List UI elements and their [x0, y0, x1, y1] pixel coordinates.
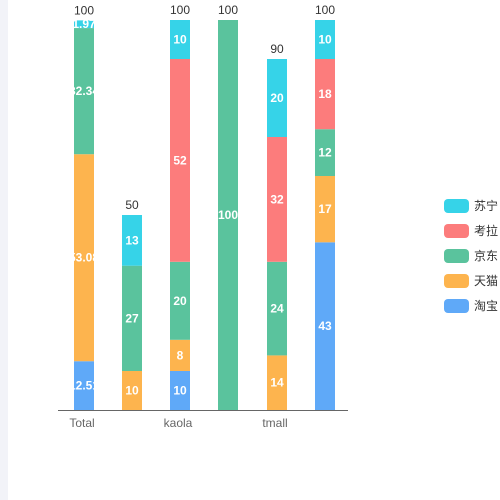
legend-swatch	[444, 248, 469, 263]
bar-segment	[74, 154, 94, 362]
bar-segment	[74, 20, 94, 29]
legend-swatch	[444, 223, 469, 238]
bar-segment-label: 13	[125, 233, 139, 247]
bar-segment-label: 100	[218, 208, 238, 222]
bar-segment-label: 1.97	[72, 17, 96, 31]
bar-segment-label: 12	[318, 146, 332, 160]
bar-segment-label: 53.08	[69, 251, 99, 265]
x-tick-label: kaola	[164, 416, 193, 430]
legend-label: 苏宁	[474, 199, 499, 213]
legend-label: 考拉	[474, 224, 499, 238]
bar-total-label: 100	[315, 3, 335, 17]
bar-segment-label: 32	[270, 192, 284, 206]
legend-item[interactable]: 苏宁	[444, 193, 498, 218]
bar-segment-label: 10	[173, 33, 187, 47]
bar-segment-label: 20	[270, 91, 284, 105]
bar-segment	[315, 176, 335, 243]
bar-segment	[170, 20, 190, 59]
bar-total-label: 90	[270, 42, 284, 56]
bar-segment	[315, 20, 335, 59]
bar-total-label: 50	[125, 198, 139, 212]
bar-segment-label: 10	[125, 384, 139, 398]
bar-segment-label: 27	[125, 311, 139, 325]
bar-segment	[267, 59, 287, 137]
legend-swatch	[444, 298, 469, 313]
bar-segment	[315, 242, 335, 410]
bar-segment	[170, 339, 190, 371]
bar-segment	[122, 371, 142, 410]
legend-swatch	[444, 198, 469, 213]
legend-item[interactable]: 淘宝	[444, 293, 498, 318]
bar-segment-label: 10	[318, 33, 332, 47]
legend-item[interactable]: 天猫	[444, 268, 498, 293]
legend-label: 天猫	[474, 274, 499, 288]
bar-total-label: 100	[170, 3, 190, 17]
bar-segment	[315, 59, 335, 130]
bar-segment	[170, 59, 190, 262]
bar-segment-label: 17	[318, 202, 332, 216]
legend-item[interactable]: 京东	[444, 243, 498, 268]
bar-total-label: 100	[74, 3, 94, 17]
x-tick-label: tmall	[262, 416, 287, 430]
bar-segment-label: 8	[177, 348, 184, 362]
x-tick-label: Total	[69, 416, 94, 430]
bar-segment	[170, 371, 190, 410]
legend-item[interactable]: 考拉	[444, 218, 498, 243]
bar-segment	[267, 137, 287, 262]
bar-segment	[74, 28, 94, 155]
bar-segment	[315, 129, 335, 176]
bar-segment	[267, 355, 287, 410]
bar-segment-label: 24	[270, 302, 284, 316]
bar-segment	[218, 20, 238, 410]
legend-swatch	[444, 273, 469, 288]
bar-segment	[170, 261, 190, 340]
chart-legend: 苏宁考拉京东天猫淘宝	[444, 193, 498, 318]
bar-segment-label: 14	[270, 376, 284, 390]
bar-segment	[267, 261, 287, 356]
left-panel-edge	[0, 0, 8, 500]
bar-segment-label: 10	[173, 384, 187, 398]
bar-total-label: 100	[218, 3, 238, 17]
bar-segment-label: 20	[173, 294, 187, 308]
bar-segment	[122, 215, 142, 266]
legend-label: 淘宝	[474, 299, 499, 313]
bar-segment-label: 52	[173, 153, 187, 167]
bar-segment-label: 32.34	[69, 84, 99, 98]
bar-segment-label: 18	[318, 87, 332, 101]
bar-segment-label: 12.51	[69, 379, 99, 393]
bar-segment	[74, 361, 94, 410]
legend-label: 京东	[474, 249, 499, 263]
bar-segment	[122, 265, 142, 371]
bar-segment-label: 43	[318, 319, 332, 333]
